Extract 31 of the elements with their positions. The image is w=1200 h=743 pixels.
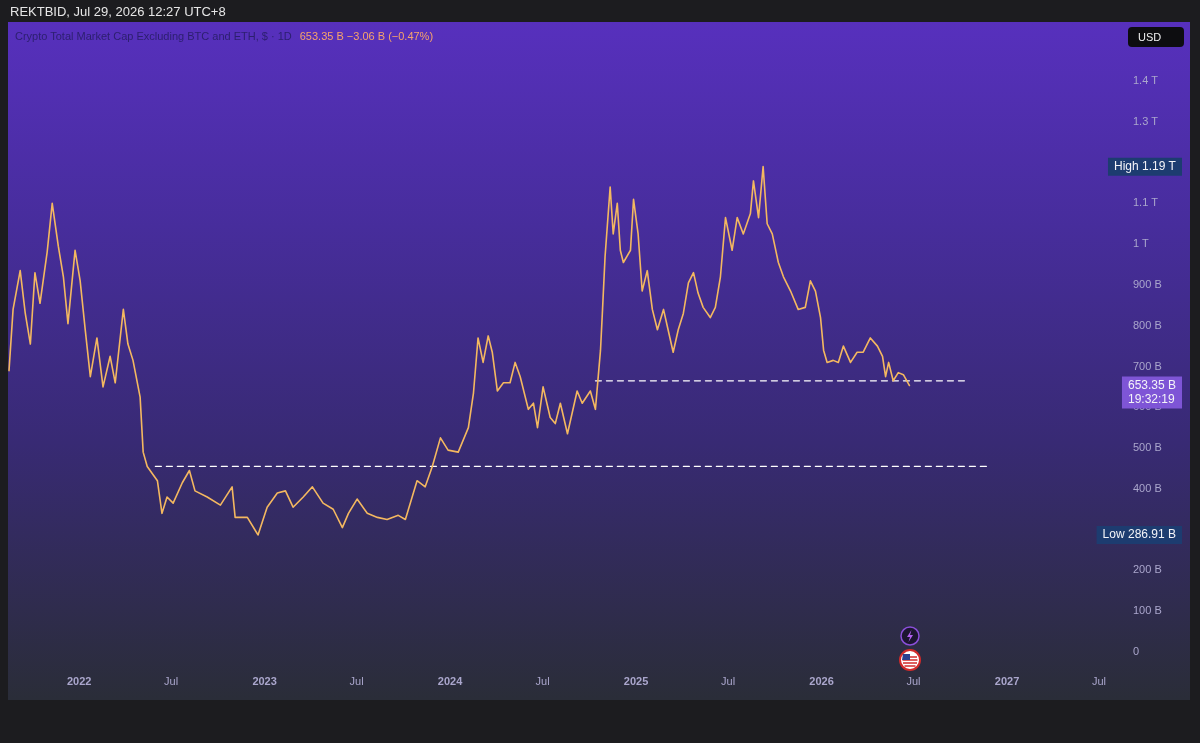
text: 653.35 B 19:32:19 <box>1127 377 1177 406</box>
x-tick-label: Jul <box>164 674 179 687</box>
chart-subtitle: 653.35 B −3.06 B (−0.47%) <box>299 30 434 42</box>
y-tick-label: 900 B <box>1133 277 1162 290</box>
text: Low 286.91 B <box>1102 527 1176 542</box>
x-tick-label: Jul <box>349 674 364 687</box>
y-tick-label: 800 B <box>1133 318 1162 331</box>
y-tick-label: 500 B <box>1133 441 1162 454</box>
y-tick-label: 1 T <box>1133 237 1149 250</box>
y-tick-label: 1.3 T <box>1133 114 1159 127</box>
y-tick-label: 200 B <box>1133 563 1162 576</box>
y-axis-title: USD <box>1128 27 1184 47</box>
y-tick-label: 1.1 T <box>1133 196 1159 209</box>
text: REKTBID, Jul 29, 2026 12:27 UTC+8 <box>10 4 226 19</box>
x-tick-label: 2024 <box>437 674 464 687</box>
y-tick-label: 700 B <box>1133 359 1162 372</box>
x-tick-label: Jul <box>721 674 736 687</box>
y-tick-label: 100 B <box>1133 604 1162 617</box>
y-tick-label: 1.4 T <box>1133 74 1159 87</box>
text: High 1.19 T <box>1113 158 1177 173</box>
x-tick-label: 2026 <box>809 674 834 687</box>
x-tick-label: Jul <box>535 674 550 687</box>
x-tick-label: Jul <box>906 674 921 687</box>
y-tick-label: 400 B <box>1133 481 1162 494</box>
y-tick-label: 0 <box>1133 645 1140 658</box>
x-tick-label: 2023 <box>252 674 277 687</box>
x-tick-label: Jul <box>1091 674 1107 687</box>
chart-title: Crypto Total Market Cap Excluding BTC and ETH, $ · 1D <box>15 30 292 42</box>
x-tick-label: 2027 <box>994 674 1020 687</box>
x-tick-label: 2025 <box>623 674 649 687</box>
x-tick-label: 2022 <box>66 674 92 687</box>
